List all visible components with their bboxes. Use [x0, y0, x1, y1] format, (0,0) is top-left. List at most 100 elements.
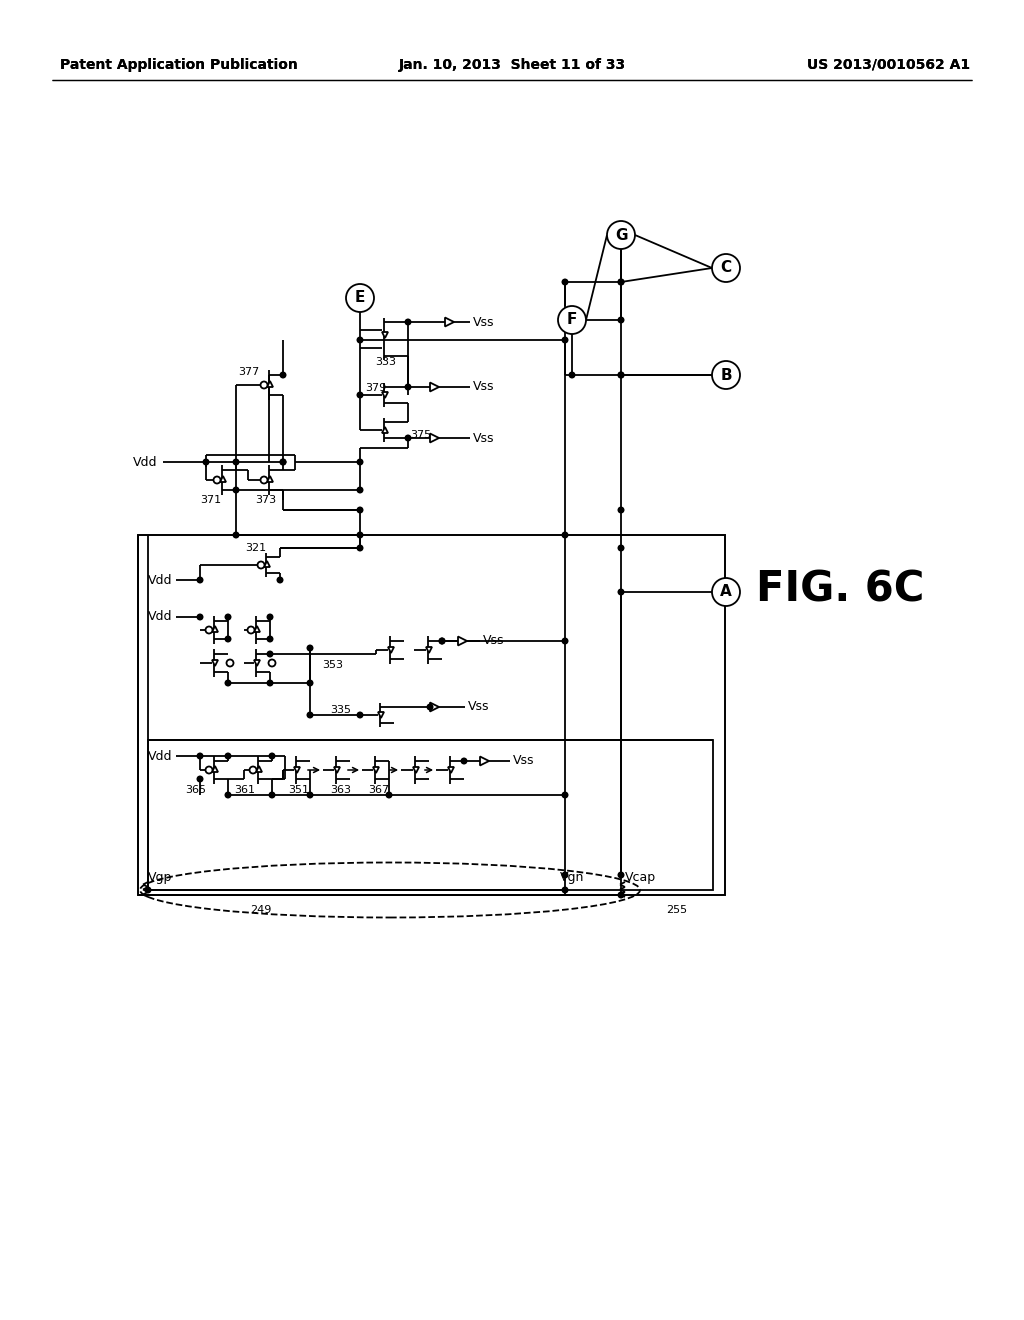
Polygon shape	[458, 636, 467, 645]
Circle shape	[232, 532, 240, 539]
Text: Vgp: Vgp	[148, 871, 172, 884]
Circle shape	[561, 279, 568, 285]
Circle shape	[617, 371, 625, 379]
Circle shape	[356, 487, 364, 494]
Circle shape	[224, 635, 231, 643]
Polygon shape	[382, 333, 388, 338]
Circle shape	[346, 284, 374, 312]
Circle shape	[356, 392, 364, 399]
Circle shape	[617, 544, 625, 552]
Text: 361: 361	[234, 785, 255, 795]
Text: 363: 363	[330, 785, 351, 795]
Text: Vss: Vss	[473, 432, 495, 445]
Polygon shape	[334, 767, 340, 774]
Circle shape	[404, 384, 412, 391]
Circle shape	[617, 871, 625, 879]
Text: A: A	[720, 585, 732, 599]
Text: 249: 249	[250, 906, 271, 915]
Circle shape	[248, 627, 255, 634]
Text: Vdd: Vdd	[148, 750, 172, 763]
Circle shape	[268, 752, 275, 759]
Circle shape	[280, 371, 287, 379]
Text: B: B	[720, 367, 732, 383]
Circle shape	[232, 487, 240, 494]
Circle shape	[461, 758, 468, 764]
Circle shape	[438, 638, 445, 644]
Circle shape	[266, 680, 273, 686]
Polygon shape	[256, 766, 262, 772]
Polygon shape	[212, 626, 218, 632]
Polygon shape	[212, 660, 218, 667]
Circle shape	[260, 477, 267, 483]
Text: Jan. 10, 2013  Sheet 11 of 33: Jan. 10, 2013 Sheet 11 of 33	[398, 58, 626, 73]
Circle shape	[617, 589, 625, 595]
Text: E: E	[354, 290, 366, 305]
Text: Vdd: Vdd	[148, 610, 172, 623]
Circle shape	[224, 792, 231, 799]
Text: Vdd: Vdd	[148, 573, 172, 586]
Text: US 2013/0010562 A1: US 2013/0010562 A1	[807, 58, 970, 73]
Polygon shape	[430, 383, 439, 392]
Circle shape	[197, 577, 204, 583]
Circle shape	[404, 318, 412, 326]
Text: 333: 333	[375, 356, 396, 367]
Text: Vss: Vss	[483, 635, 505, 648]
Circle shape	[427, 704, 433, 710]
Text: 351: 351	[288, 785, 309, 795]
Circle shape	[561, 337, 568, 343]
Text: 255: 255	[666, 906, 687, 915]
Circle shape	[306, 792, 313, 799]
Text: 353: 353	[322, 660, 343, 671]
Circle shape	[268, 792, 275, 799]
Circle shape	[561, 887, 568, 894]
Polygon shape	[373, 767, 379, 774]
Circle shape	[561, 532, 568, 539]
Circle shape	[712, 360, 740, 389]
Text: Vss: Vss	[513, 755, 535, 767]
Polygon shape	[388, 647, 394, 653]
Circle shape	[561, 792, 568, 799]
Circle shape	[266, 651, 273, 657]
Circle shape	[712, 253, 740, 282]
Circle shape	[224, 614, 231, 620]
Circle shape	[276, 577, 284, 583]
Text: 377: 377	[238, 367, 259, 378]
Circle shape	[206, 767, 213, 774]
Polygon shape	[413, 767, 419, 774]
Text: US 2013/0010562 A1: US 2013/0010562 A1	[807, 58, 970, 73]
Polygon shape	[445, 318, 454, 326]
Circle shape	[280, 458, 287, 466]
Text: 371: 371	[200, 495, 221, 506]
Circle shape	[356, 532, 364, 539]
Circle shape	[617, 317, 625, 323]
Polygon shape	[254, 626, 260, 632]
Circle shape	[197, 752, 204, 759]
Circle shape	[385, 792, 392, 799]
Circle shape	[206, 627, 213, 634]
Text: 379: 379	[365, 383, 386, 393]
Circle shape	[268, 660, 275, 667]
Circle shape	[306, 680, 313, 686]
Circle shape	[250, 767, 256, 774]
Circle shape	[617, 507, 625, 513]
Circle shape	[617, 371, 625, 379]
Circle shape	[306, 644, 313, 652]
Text: 367: 367	[368, 785, 389, 795]
Circle shape	[438, 638, 445, 644]
Text: Vgn: Vgn	[560, 871, 585, 884]
Text: 365: 365	[185, 785, 206, 795]
Polygon shape	[264, 561, 270, 568]
Circle shape	[561, 638, 568, 644]
Circle shape	[266, 614, 273, 620]
Polygon shape	[430, 702, 439, 711]
Circle shape	[144, 887, 152, 894]
Circle shape	[203, 458, 210, 466]
Polygon shape	[382, 392, 388, 399]
Text: 373: 373	[255, 495, 276, 506]
Circle shape	[404, 434, 412, 441]
Circle shape	[197, 614, 204, 620]
Text: Vdd: Vdd	[133, 455, 158, 469]
Circle shape	[257, 561, 264, 569]
Polygon shape	[212, 766, 218, 772]
Text: G: G	[614, 227, 628, 243]
